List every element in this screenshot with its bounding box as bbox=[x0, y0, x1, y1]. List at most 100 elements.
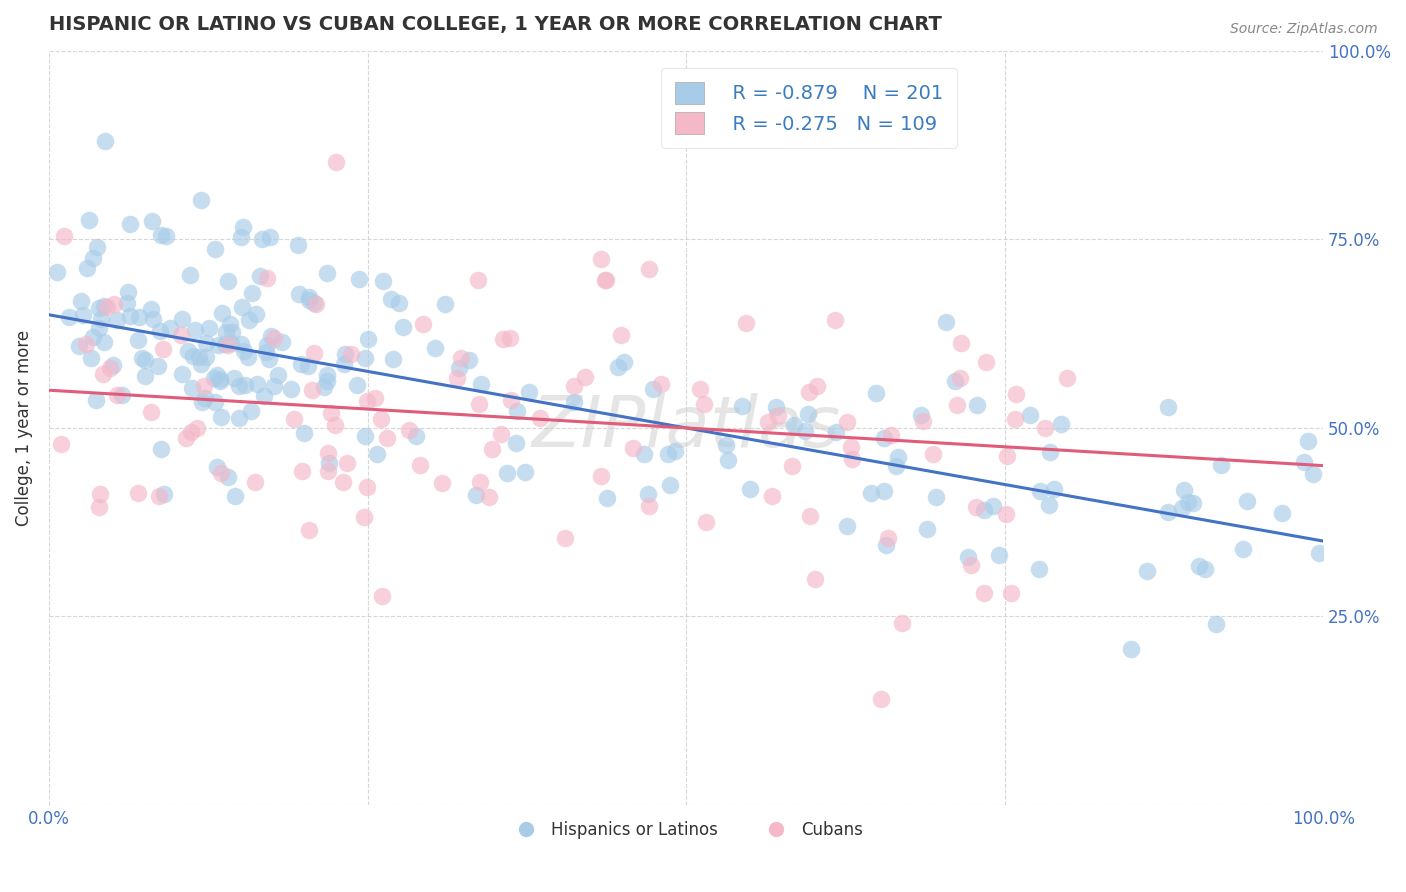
Point bbox=[1236, 493, 1258, 508]
Point bbox=[574, 370, 596, 384]
Point bbox=[170, 328, 193, 343]
Point bbox=[142, 311, 165, 326]
Point bbox=[1171, 501, 1194, 516]
Point bbox=[638, 262, 661, 277]
Point bbox=[934, 315, 956, 329]
Point bbox=[1157, 505, 1180, 519]
Point bbox=[839, 441, 862, 455]
Point bbox=[464, 488, 486, 502]
Point bbox=[217, 338, 239, 352]
Point bbox=[187, 350, 209, 364]
Point bbox=[714, 438, 737, 452]
Point bbox=[1181, 496, 1204, 510]
Point bbox=[232, 219, 254, 234]
Point bbox=[354, 351, 377, 366]
Point bbox=[499, 330, 522, 344]
Point bbox=[176, 431, 198, 445]
Point bbox=[120, 218, 142, 232]
Point bbox=[943, 374, 966, 388]
Point bbox=[96, 300, 118, 314]
Point bbox=[82, 251, 104, 265]
Point bbox=[981, 499, 1004, 513]
Point bbox=[231, 300, 253, 314]
Point bbox=[621, 441, 644, 455]
Point bbox=[1136, 564, 1159, 578]
Point bbox=[756, 416, 779, 430]
Point bbox=[180, 381, 202, 395]
Point bbox=[950, 335, 973, 350]
Point bbox=[183, 323, 205, 337]
Point bbox=[1039, 445, 1062, 459]
Point bbox=[316, 464, 339, 478]
Point bbox=[637, 487, 659, 501]
Point bbox=[240, 404, 263, 418]
Point bbox=[209, 409, 232, 424]
Point bbox=[82, 330, 104, 344]
Point bbox=[292, 426, 315, 441]
Point bbox=[347, 272, 370, 286]
Point bbox=[250, 232, 273, 246]
Point bbox=[987, 549, 1010, 563]
Point bbox=[76, 260, 98, 275]
Point bbox=[259, 230, 281, 244]
Point bbox=[949, 371, 972, 385]
Point bbox=[214, 336, 236, 351]
Point bbox=[89, 321, 111, 335]
Point bbox=[657, 447, 679, 461]
Point bbox=[1173, 483, 1195, 497]
Point bbox=[316, 368, 339, 382]
Point bbox=[195, 350, 218, 364]
Point bbox=[371, 590, 394, 604]
Point bbox=[229, 230, 252, 244]
Point bbox=[224, 371, 246, 385]
Point bbox=[1033, 420, 1056, 434]
Point bbox=[794, 425, 817, 439]
Point bbox=[290, 357, 312, 371]
Point bbox=[965, 500, 987, 515]
Point bbox=[315, 266, 337, 280]
Point bbox=[946, 398, 969, 412]
Point bbox=[191, 395, 214, 409]
Point bbox=[93, 334, 115, 349]
Point bbox=[105, 388, 128, 402]
Point bbox=[398, 423, 420, 437]
Point bbox=[468, 475, 491, 489]
Point bbox=[505, 435, 527, 450]
Point bbox=[481, 442, 503, 456]
Point bbox=[457, 352, 479, 367]
Point bbox=[1004, 411, 1026, 425]
Point bbox=[253, 389, 276, 403]
Point bbox=[434, 296, 457, 310]
Point bbox=[233, 343, 256, 358]
Point bbox=[179, 268, 201, 282]
Point bbox=[405, 429, 427, 443]
Point bbox=[1043, 482, 1066, 496]
Point bbox=[478, 490, 501, 504]
Point bbox=[911, 414, 934, 428]
Point bbox=[256, 338, 278, 352]
Point bbox=[589, 468, 612, 483]
Point bbox=[887, 450, 910, 464]
Point bbox=[202, 371, 225, 385]
Point bbox=[231, 337, 253, 351]
Point bbox=[49, 437, 72, 451]
Point bbox=[46, 265, 69, 279]
Point bbox=[637, 499, 659, 513]
Point bbox=[302, 346, 325, 360]
Point bbox=[172, 367, 194, 381]
Point bbox=[960, 558, 983, 572]
Point bbox=[148, 489, 170, 503]
Point bbox=[333, 346, 356, 360]
Point bbox=[783, 418, 806, 433]
Point bbox=[79, 351, 101, 365]
Point bbox=[468, 397, 491, 411]
Point bbox=[824, 425, 846, 440]
Point bbox=[186, 421, 208, 435]
Point bbox=[501, 392, 523, 407]
Point bbox=[93, 299, 115, 313]
Point bbox=[1056, 371, 1078, 385]
Point bbox=[513, 465, 536, 479]
Point bbox=[193, 379, 215, 393]
Point bbox=[562, 395, 585, 409]
Point bbox=[141, 405, 163, 419]
